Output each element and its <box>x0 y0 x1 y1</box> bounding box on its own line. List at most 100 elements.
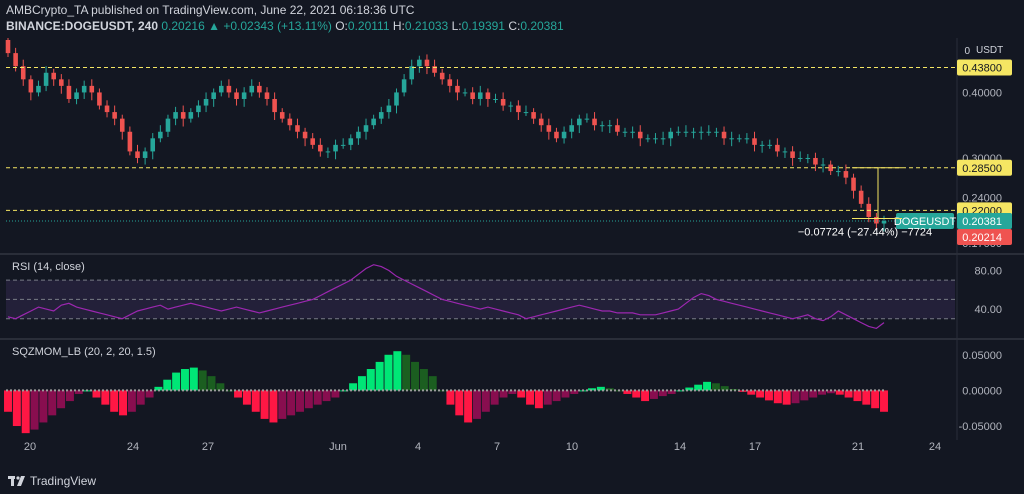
momentum-bar <box>119 390 128 416</box>
momentum-bar <box>570 390 579 394</box>
momentum-bar <box>641 390 650 402</box>
momentum-bar <box>110 390 119 412</box>
momentum-bar <box>357 376 366 391</box>
chart-header: AMBCrypto_TA published on TradingView.co… <box>6 2 564 34</box>
momentum-bar <box>163 379 172 391</box>
level-tag: 0.43800 <box>962 63 1002 75</box>
momentum-bar <box>446 390 455 405</box>
candle-body <box>797 157 803 159</box>
date-tick-label: 7 <box>494 441 500 453</box>
candle-body <box>523 112 529 114</box>
momentum-bar <box>39 390 48 423</box>
candle-body <box>630 131 635 133</box>
level-tag-bg <box>957 159 1012 176</box>
momentum-bar <box>561 390 570 398</box>
momentum-bar <box>517 390 526 398</box>
candle-body <box>409 66 415 80</box>
momentum-bar <box>349 383 358 391</box>
currency-label: USDT <box>976 45 1003 56</box>
candle-body <box>736 138 742 140</box>
candle-body <box>493 98 498 100</box>
level-tag-bg <box>957 59 1012 76</box>
candle-body <box>455 85 460 93</box>
candle-body <box>272 98 277 113</box>
candle-body <box>401 79 407 93</box>
momentum-bar <box>871 390 880 409</box>
tradingview-logo-icon <box>8 476 25 486</box>
momentum-bar <box>499 390 508 398</box>
candle-body <box>744 138 750 140</box>
candle-body <box>820 164 826 166</box>
candle-body <box>660 138 666 140</box>
candle-body <box>196 105 201 113</box>
candle-body <box>546 125 552 132</box>
candle-body <box>691 131 696 133</box>
price-tick-label: 0.24000 <box>962 192 1002 204</box>
price-tag-bg <box>957 213 1012 230</box>
candle-body <box>295 125 300 132</box>
chart-background <box>0 38 1024 464</box>
candle-body <box>150 138 156 152</box>
candle-body <box>851 177 856 191</box>
rsi-tick-label: 80.00 <box>974 265 1002 277</box>
candle-body <box>805 157 811 159</box>
sqz-tick-label: 0.05000 <box>962 350 1002 362</box>
level-tag: 0.28500 <box>962 163 1002 175</box>
momentum-bar <box>269 390 278 423</box>
candle-body <box>333 144 338 152</box>
last-price: 0.20216 <box>161 19 205 33</box>
momentum-bar <box>543 390 552 405</box>
date-tick-label: 20 <box>24 441 36 453</box>
momentum-bar <box>225 390 234 392</box>
momentum-bar <box>490 390 499 405</box>
momentum-bar <box>720 386 729 391</box>
momentum-bar <box>844 390 853 398</box>
candle-body <box>59 79 64 86</box>
candle-body <box>119 118 125 132</box>
sqz-title: SQZMOM_LB (20, 2, 20, 1.5) <box>12 346 156 358</box>
momentum-bar <box>172 372 181 391</box>
candle-body <box>241 92 247 99</box>
momentum-bar <box>4 390 12 412</box>
momentum-bar <box>127 390 136 412</box>
price-change: +0.02343 (+13.11%) <box>223 19 332 33</box>
candle-body <box>5 40 11 54</box>
symbol-tag-bg <box>896 213 954 230</box>
candle-body <box>363 125 369 132</box>
candle-body <box>577 118 582 126</box>
momentum-bar <box>437 390 446 392</box>
candle-body <box>775 144 780 152</box>
candle-body <box>356 131 361 139</box>
momentum-bar <box>322 390 331 402</box>
candle-body <box>874 216 879 224</box>
momentum-bar <box>455 390 464 416</box>
candle-body <box>508 105 514 107</box>
candle-body <box>165 118 171 132</box>
momentum-bar <box>154 386 163 391</box>
momentum-bar <box>508 390 517 394</box>
momentum-bar <box>623 390 632 394</box>
candle-body <box>698 131 704 133</box>
date-tick-label: 14 <box>674 441 686 453</box>
candle-body <box>432 66 437 73</box>
candle-body <box>264 92 270 99</box>
momentum-bar <box>711 383 720 391</box>
candle-body <box>554 131 559 139</box>
momentum-bar <box>694 384 703 391</box>
close-label: C: <box>508 19 521 33</box>
momentum-bar <box>287 390 296 416</box>
candle-body <box>599 125 605 127</box>
candle-body <box>645 138 651 140</box>
candle-body <box>516 105 521 113</box>
candle-body <box>302 131 308 139</box>
candle-body <box>211 92 216 99</box>
momentum-bar <box>552 390 561 402</box>
momentum-bar <box>729 388 738 391</box>
symbol-label[interactable]: BINANCE:DOGEUSDT, 240 <box>6 19 159 33</box>
chart-canvas[interactable]: USDT00.400000.300000.240000.170000.43800… <box>0 38 1024 464</box>
rsi-tick-label: 40.00 <box>974 304 1002 316</box>
candle-body <box>51 72 56 80</box>
momentum-bar <box>30 390 39 430</box>
candle-body <box>310 138 315 145</box>
candle-body <box>653 138 658 140</box>
